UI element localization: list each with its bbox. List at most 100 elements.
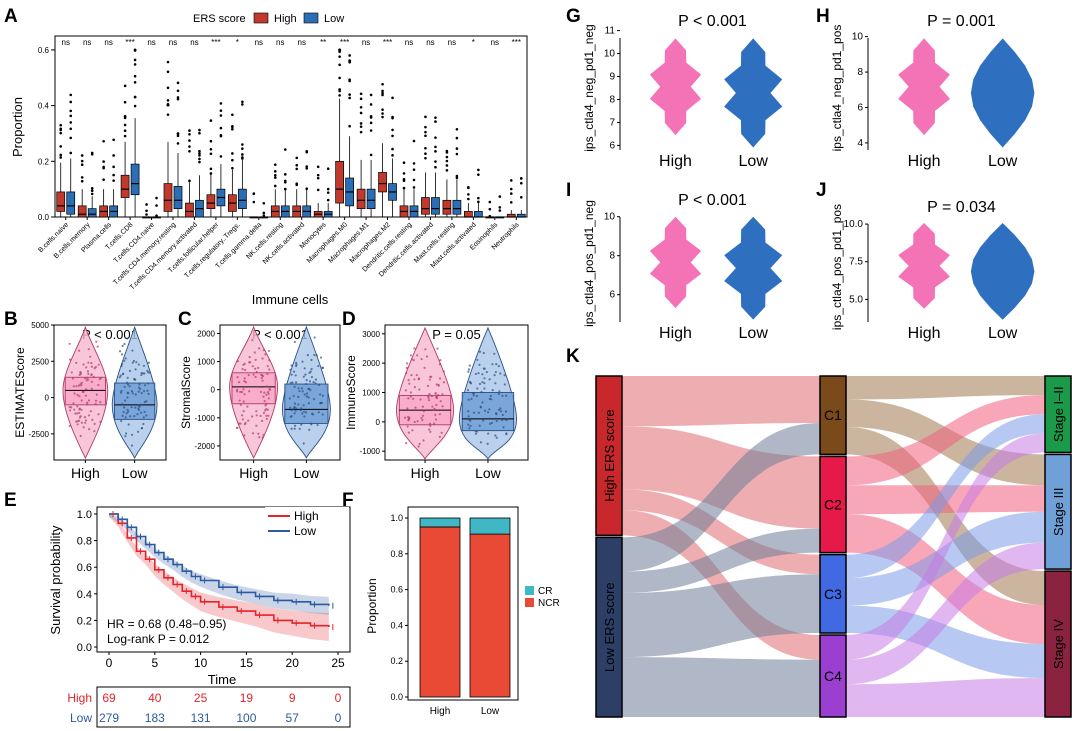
- risk-table-cell: 19: [240, 691, 254, 705]
- box-high: [206, 194, 216, 209]
- panel-letter-b: B: [4, 309, 18, 330]
- jitter-point: [494, 382, 497, 385]
- significance-label: ns: [298, 38, 306, 47]
- outlier-point: [381, 112, 384, 115]
- jitter-point: [243, 368, 247, 372]
- outlier-point: [359, 97, 363, 101]
- significance-label: ns: [362, 38, 370, 47]
- jitter-point: [236, 376, 239, 379]
- jitter-point: [309, 370, 312, 373]
- y-axis-label: ImmuneScore: [344, 355, 358, 430]
- jitter-point: [134, 368, 137, 371]
- outlier-point: [69, 151, 73, 155]
- outlier-point: [445, 169, 449, 172]
- jitter-point: [137, 407, 140, 410]
- jitter-point: [303, 367, 306, 370]
- jitter-point: [434, 413, 437, 416]
- jitter-point: [133, 415, 136, 418]
- y-tick-label: 0.2: [38, 157, 50, 166]
- jitter-point: [429, 430, 432, 433]
- jitter-point: [68, 342, 71, 345]
- outlier-point: [338, 50, 341, 53]
- outlier-point: [123, 134, 127, 138]
- outlier-point: [198, 157, 201, 161]
- outlier-point: [209, 172, 213, 175]
- jitter-point: [257, 366, 260, 369]
- box-low: [114, 382, 156, 420]
- risk-table-row-label-high: High: [67, 691, 92, 705]
- sankey-right-node: [1044, 375, 1072, 454]
- outlier-point: [198, 149, 201, 153]
- outlier-point: [424, 146, 427, 150]
- outlier-point: [102, 160, 105, 163]
- jitter-point: [420, 416, 423, 420]
- jitter-point: [489, 394, 492, 398]
- legend-bg: [265, 507, 349, 541]
- jitter-point: [268, 368, 271, 371]
- jitter-point: [478, 350, 482, 353]
- outlier-point: [80, 179, 84, 183]
- jitter-point: [407, 397, 410, 400]
- jitter-point: [409, 391, 412, 394]
- significance-label: ns: [147, 38, 155, 47]
- jitter-point: [302, 442, 305, 445]
- jitter-point: [131, 392, 134, 395]
- outlier-point: [348, 78, 351, 81]
- jitter-point: [414, 406, 417, 409]
- jitter-point: [255, 370, 258, 374]
- jitter-point: [120, 389, 123, 393]
- outlier-point: [391, 96, 394, 100]
- jitter-point: [129, 415, 132, 418]
- y-tick-label: 1.0: [390, 513, 403, 523]
- jitter-point: [74, 412, 77, 415]
- jitter-point: [137, 404, 140, 407]
- jitter-point: [140, 427, 144, 430]
- outlier-point: [262, 201, 266, 205]
- outlier-point: [509, 201, 513, 204]
- outlier-point: [467, 193, 470, 196]
- risk-table-row-label-low: Low: [70, 711, 92, 725]
- jitter-point: [506, 418, 509, 421]
- panel-b-violin: -2500 0 2500 5000 ESTIMATEScore P < 0.001 High…: [13, 321, 167, 481]
- jitter-point: [290, 373, 293, 376]
- jitter-point: [99, 420, 102, 423]
- jitter-point: [468, 380, 472, 383]
- outlier-point: [381, 82, 384, 86]
- jitter-point: [428, 393, 431, 396]
- outlier-point: [231, 127, 234, 131]
- jitter-point: [479, 406, 482, 409]
- outlier-point: [295, 163, 299, 167]
- jitter-point: [319, 356, 323, 359]
- jitter-point: [267, 349, 271, 353]
- outlier-point: [133, 81, 137, 84]
- jitter-point: [416, 354, 419, 357]
- jitter-point: [429, 375, 432, 378]
- box-low: [452, 199, 462, 215]
- outlier-point: [198, 154, 201, 157]
- jitter-point: [483, 409, 487, 412]
- outlier-point: [231, 152, 234, 155]
- x-tick-label: High: [659, 325, 692, 342]
- jitter-point: [493, 373, 496, 377]
- outlier-point: [102, 178, 105, 181]
- jitter-point: [427, 396, 430, 399]
- jitter-point: [261, 379, 264, 382]
- jitter-point: [301, 390, 304, 393]
- outlier-point: [188, 150, 191, 153]
- jitter-point: [420, 357, 423, 361]
- box-low: [130, 163, 140, 196]
- outlier-point: [166, 99, 170, 102]
- jitter-point: [267, 392, 270, 395]
- outlier-point: [477, 173, 480, 176]
- jitter-point: [71, 377, 75, 380]
- jitter-point: [305, 379, 308, 382]
- jitter-point: [312, 398, 316, 401]
- outlier-point: [359, 92, 363, 96]
- jitter-point: [94, 402, 97, 405]
- outlier-point: [434, 165, 437, 169]
- outlier-point: [252, 200, 256, 204]
- jitter-point: [143, 410, 146, 414]
- jitter-point: [80, 399, 83, 402]
- outlier-point: [123, 115, 127, 118]
- jitter-point: [429, 424, 432, 427]
